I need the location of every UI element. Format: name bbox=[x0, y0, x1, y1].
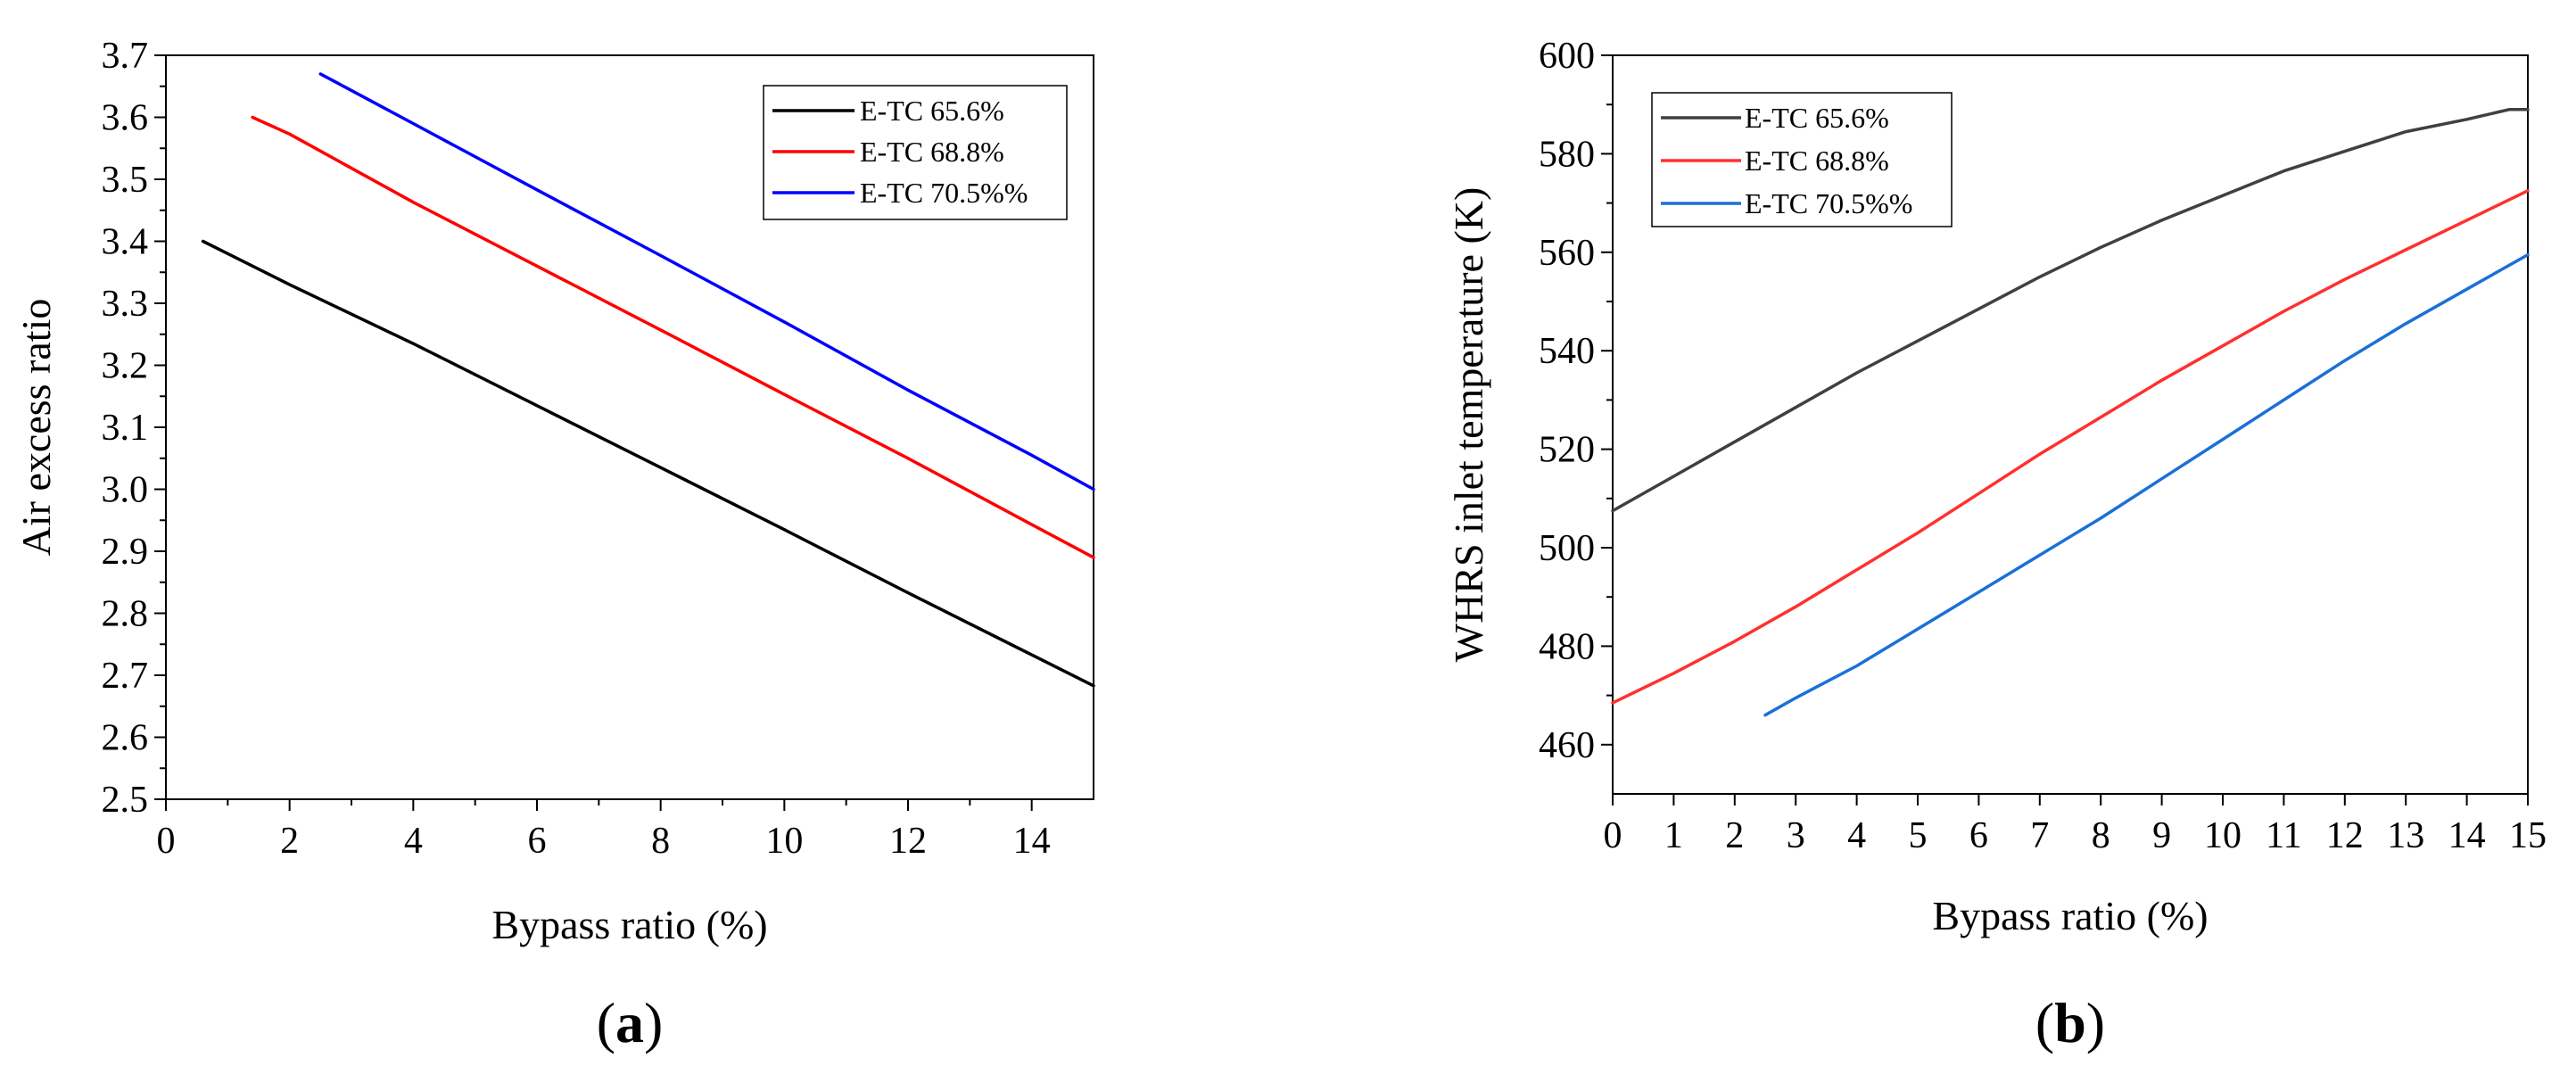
panel-b-x-tick-label: 14 bbox=[2448, 815, 2486, 856]
panel-b-x-tick-label: 8 bbox=[2092, 815, 2110, 856]
panel-b-x-tick-label: 1 bbox=[1664, 815, 1683, 856]
panel-a-y-tick-label: 3.7 bbox=[102, 36, 149, 77]
panel-a-x-tick-label: 10 bbox=[765, 821, 803, 862]
panel-b-x-tick-label: 15 bbox=[2509, 815, 2547, 856]
panel-b-x-tick-label: 4 bbox=[1847, 815, 1866, 856]
panel-a-y-tick-label: 3.6 bbox=[102, 98, 149, 139]
panel-b-y-tick-label: 560 bbox=[1539, 233, 1595, 274]
panel-a-series-line-2 bbox=[251, 115, 1095, 559]
panel-b-x-axis-title: Bypass ratio (%) bbox=[1932, 893, 2208, 938]
panel-a-y-tick-label: 3.2 bbox=[102, 346, 149, 387]
panel-a-y-tick-label: 2.8 bbox=[102, 594, 149, 635]
panel-b-legend-label: E-TC 65.6% bbox=[1745, 102, 1889, 134]
chart-panel-b: 0 1 2 3 4 5 6 7 8 9 10 11 12 13 14 15460480500520540560… bbox=[1446, 36, 2547, 1054]
panel-a-y-tick-label: 3.0 bbox=[102, 470, 149, 511]
panel-b-y-tick-label: 520 bbox=[1539, 430, 1595, 471]
panel-a-panel-letter: a bbox=[615, 991, 644, 1054]
panel-a-panel-label: (a) bbox=[597, 991, 664, 1054]
panel-a-series-line-3 bbox=[318, 72, 1095, 492]
panel-b-series-line-2 bbox=[1611, 189, 2530, 705]
panel-b-y-tick-label: 460 bbox=[1539, 725, 1595, 766]
panel-b-x-tick-label: 11 bbox=[2266, 815, 2301, 856]
panel-a-x-tick-label: 0 bbox=[157, 821, 176, 862]
panel-b-x-tick-label: 6 bbox=[1969, 815, 1988, 856]
panel-a-legend-label: E-TC 70.5%% bbox=[860, 177, 1028, 209]
panel-a-legend-label: E-TC 68.8% bbox=[860, 136, 1004, 168]
panel-a-x-tick-label: 6 bbox=[528, 821, 547, 862]
panel-a-y-tick-label: 3.5 bbox=[102, 160, 149, 201]
panel-b-plot-frame bbox=[1612, 54, 2529, 795]
chart-panel-a: 0 2 4 6 8 10 12 14 2.5 2.6 2.7 2.8 2.9 3.0 3.1 3.2 3.3 3.… bbox=[13, 36, 1095, 1054]
panel-b-x-tick-label: 12 bbox=[2326, 815, 2364, 856]
panel-b-y-tick-label: 500 bbox=[1539, 528, 1595, 569]
panel-a-y-tick-label: 3.4 bbox=[102, 222, 149, 263]
panel-a-legend-label: E-TC 65.6% bbox=[860, 95, 1004, 127]
panel-b-panel-label: (b) bbox=[2035, 991, 2105, 1054]
panel-a-series-line-1 bbox=[201, 239, 1095, 688]
panel-b-x-tick-label: 5 bbox=[1909, 815, 1928, 856]
panel-b-y-tick-label: 580 bbox=[1539, 134, 1595, 175]
panel-a-y-tick-label: 3.3 bbox=[102, 284, 149, 325]
panel-b-y-tick-label: 540 bbox=[1539, 331, 1595, 372]
panel-a-y-tick-label: 3.1 bbox=[102, 408, 149, 449]
panel-a-y-tick-label: 2.7 bbox=[102, 656, 149, 697]
panel-b-y-tick-label: 480 bbox=[1539, 626, 1595, 667]
panel-b-series-line-3 bbox=[1763, 252, 2530, 717]
panel-a-y-axis-title: Air excess ratio bbox=[13, 299, 59, 557]
panel-b-y-tick-label: 600 bbox=[1539, 36, 1595, 77]
panel-b-x-tick-label: 7 bbox=[2030, 815, 2049, 856]
panel-a-y-tick-label: 2.6 bbox=[102, 718, 149, 759]
panel-a-y-tick-label: 2.9 bbox=[102, 532, 149, 573]
panel-b-x-tick-label: 3 bbox=[1787, 815, 1805, 856]
panel-a-y-tick-label: 2.5 bbox=[102, 780, 149, 821]
panel-b-series-line-1 bbox=[1611, 107, 2530, 513]
panel-b-x-tick-label: 10 bbox=[2204, 815, 2242, 856]
panel-a-x-tick-label: 4 bbox=[404, 821, 423, 862]
panel-a-x-tick-label: 12 bbox=[889, 821, 927, 862]
panel-b-x-tick-label: 9 bbox=[2152, 815, 2171, 856]
panel-b-legend-label: E-TC 68.8% bbox=[1745, 145, 1889, 177]
panel-b-x-tick-label: 2 bbox=[1725, 815, 1744, 856]
panel-b-x-tick-label: 0 bbox=[1604, 815, 1622, 856]
panel-a-x-tick-label: 8 bbox=[651, 821, 670, 862]
panel-a-x-tick-label: 2 bbox=[280, 821, 299, 862]
panel-a-x-tick-label: 14 bbox=[1013, 821, 1051, 862]
panel-b-y-axis-title: WHRS inlet temperature (K) bbox=[1446, 187, 1491, 663]
panel-b-legend-label: E-TC 70.5%% bbox=[1745, 187, 1912, 219]
panel-b-panel-letter: b bbox=[2054, 991, 2086, 1054]
panel-b-x-tick-label: 13 bbox=[2387, 815, 2424, 856]
panel-a-x-axis-title: Bypass ratio (%) bbox=[491, 902, 767, 947]
